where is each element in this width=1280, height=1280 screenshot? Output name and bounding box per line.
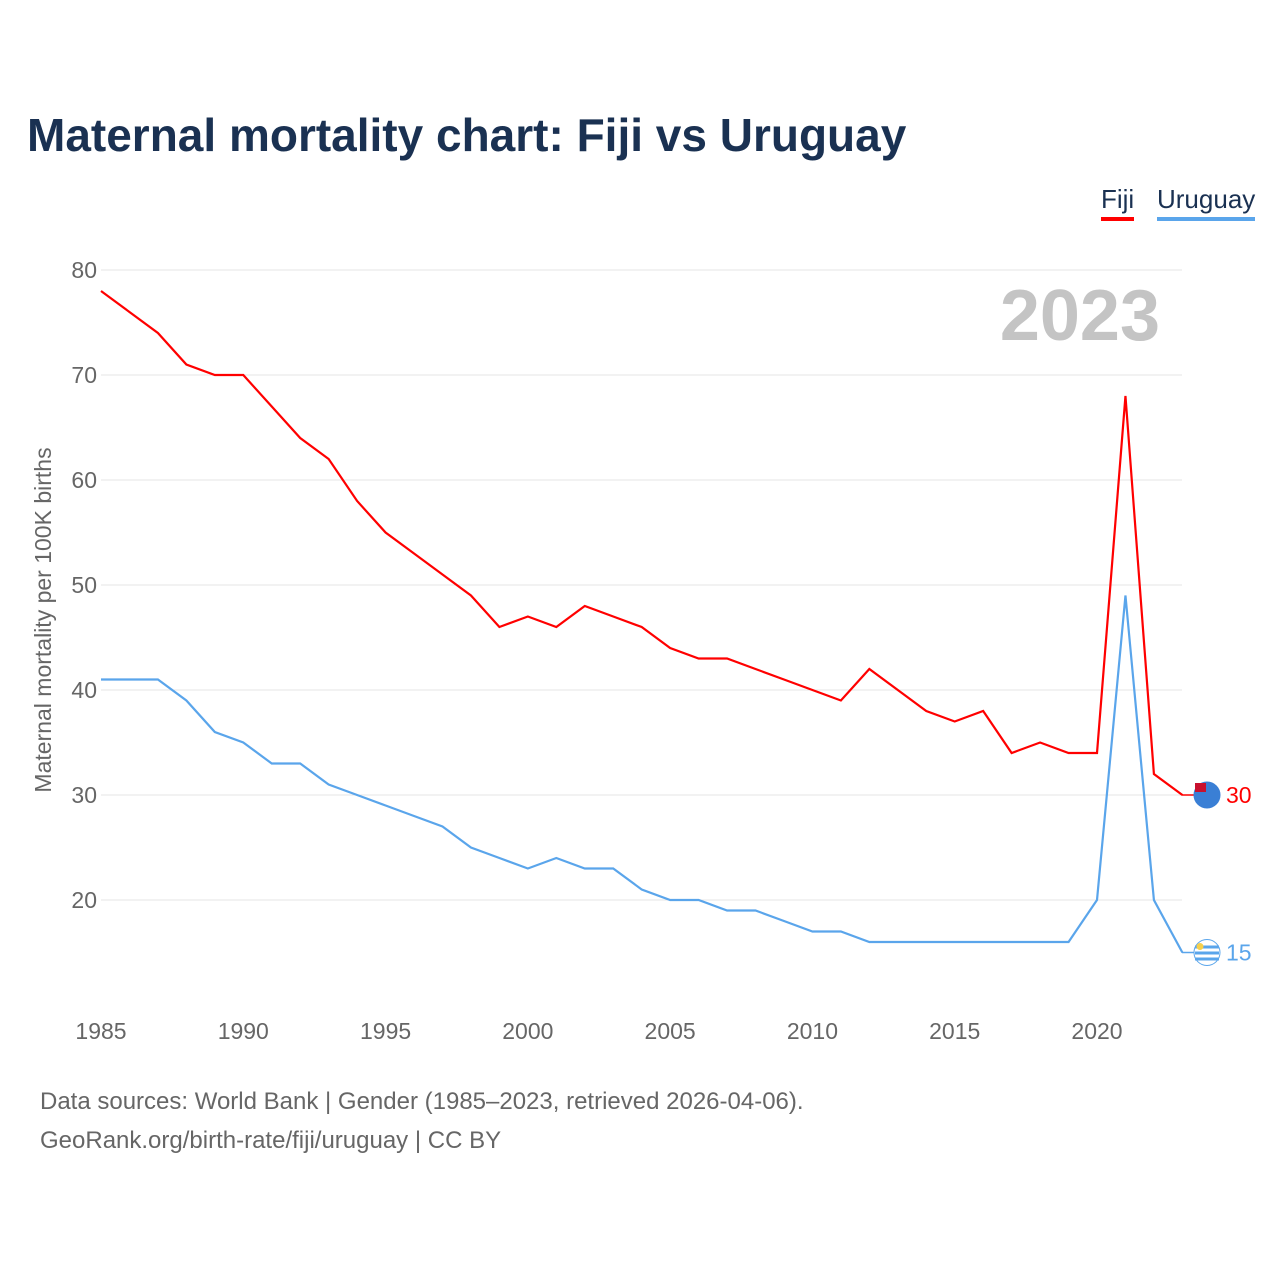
flag-sun	[1196, 943, 1204, 950]
legend-fiji[interactable]: Fiji	[1101, 184, 1135, 221]
x-tick-label: 2015	[929, 1018, 980, 1044]
y-tick-label: 70	[71, 362, 97, 388]
end-value-label: 30	[1226, 782, 1252, 808]
flag-stripe	[1195, 957, 1219, 961]
footer-attribution: GeoRank.org/birth-rate/fiji/uruguay | CC…	[40, 1127, 502, 1154]
y-tick-label: 30	[71, 782, 97, 808]
flag-stripe	[1195, 945, 1219, 949]
series-line-uruguay	[101, 595, 1184, 954]
y-tick-label: 60	[71, 467, 97, 493]
x-tick-label: 2020	[1071, 1018, 1122, 1044]
x-tick-label: 2005	[645, 1018, 696, 1044]
series-line-fiji	[100, 290, 1184, 796]
x-tick-label: 1990	[218, 1018, 269, 1044]
year-label: 2023	[1000, 276, 1160, 356]
footer-sources: Data sources: World Bank | Gender (1985–…	[40, 1088, 804, 1115]
chart-title: Maternal mortality chart: Fiji vs Urugua…	[27, 109, 907, 161]
y-tick-label: 50	[71, 572, 97, 598]
x-tick-label: 2000	[502, 1018, 553, 1044]
flag-stripe	[1195, 951, 1219, 955]
end-value-label: 15	[1226, 940, 1252, 966]
x-tick-label: 1995	[360, 1018, 411, 1044]
y-tick-label: 40	[71, 677, 97, 703]
legend-uruguay[interactable]: Uruguay	[1157, 184, 1256, 221]
y-tick-label: 80	[71, 257, 97, 283]
x-tick-label: 2010	[787, 1018, 838, 1044]
y-tick-label: 20	[71, 887, 97, 913]
y-axis-label: Maternal mortality per 100K births	[30, 447, 56, 792]
x-tick-label: 1985	[75, 1018, 126, 1044]
flag-canton	[1195, 783, 1206, 792]
